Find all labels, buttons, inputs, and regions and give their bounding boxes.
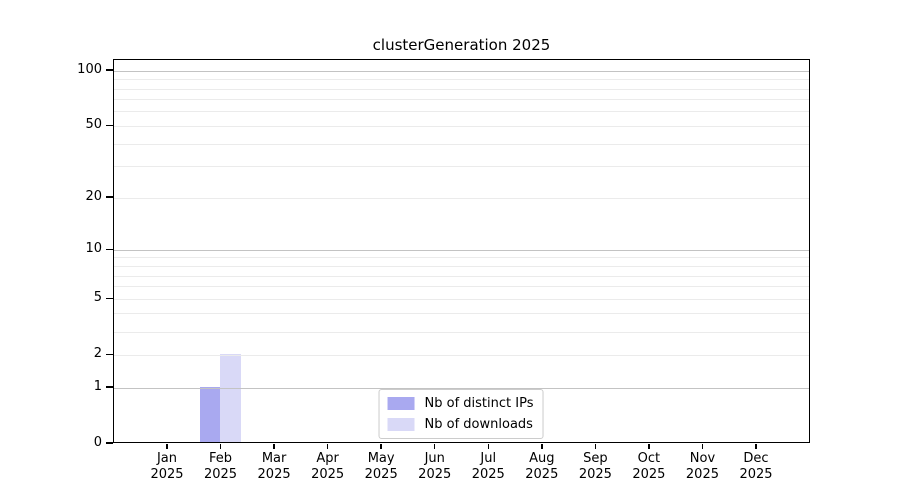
x-tick-mark [380,444,382,449]
y-minor-gridline [114,111,809,113]
y-minor-gridline [114,266,809,267]
y-minor-gridline [114,88,809,90]
x-tick-label: Mar 2025 [257,451,291,482]
legend-item: Nb of distinct IPs [387,395,534,412]
plot-area [113,59,810,443]
y-major-gridline [114,70,809,72]
x-tick-mark [433,444,436,449]
y-major-gridline [114,387,809,389]
y-minor-gridline [114,313,809,315]
x-tick-mark [326,444,329,449]
x-tick-label: Jun 2025 [418,451,452,482]
y-major-gridline [114,249,809,251]
x-tick-label: Sep 2025 [578,451,612,482]
x-tick-mark [273,444,275,449]
x-tick-label: Dec 2025 [739,451,773,482]
x-tick-mark [755,444,757,449]
legend-item: Nb of downloads [387,416,534,433]
x-tick-label: Feb 2025 [203,451,238,482]
y-tick-label: 1 [93,379,102,394]
x-tick-mark [487,444,490,449]
x-tick-mark [166,444,168,449]
x-tick-label: Jan 2025 [150,451,184,482]
x-tick-label: Jul 2025 [471,451,505,482]
y-tick-mark [106,386,113,388]
y-tick-mark [106,248,113,251]
y-minor-gridline [114,354,809,356]
y-tick-label: 10 [85,241,102,257]
y-minor-gridline [114,166,809,168]
y-minor-gridline [114,331,809,333]
x-tick-mark [219,444,222,449]
y-minor-gridline [114,286,809,288]
y-minor-gridline [114,197,809,199]
y-minor-gridline [114,275,809,277]
y-tick-label: 50 [85,117,102,133]
x-tick-mark [541,444,543,449]
y-minor-gridline [114,125,809,127]
x-tick-mark [648,444,650,449]
bar-downloads [220,353,241,443]
x-tick-mark [701,444,704,449]
y-minor-gridline [114,143,809,145]
legend-label: Nb of distinct IPs [424,396,534,411]
y-tick-mark [106,442,113,444]
x-tick-label: Aug 2025 [525,451,559,482]
y-minor-gridline [114,79,809,81]
y-tick-label: 5 [93,290,102,306]
x-tick-label: Oct 2025 [632,451,666,482]
legend-swatch-distinct-ips [387,397,415,410]
y-minor-gridline [114,298,809,300]
bar-distinct-ips [199,386,221,443]
y-tick-mark [106,196,113,198]
y-minor-gridline [114,257,809,259]
x-tick-label: May 2025 [364,451,398,482]
y-tick-label: 100 [77,62,102,78]
y-tick-label: 20 [85,189,102,205]
legend-swatch-downloads [387,418,415,431]
y-tick-mark [106,297,113,299]
chart-title: clusterGeneration 2025 [372,36,551,54]
y-tick-mark [106,124,113,127]
x-tick-mark [594,444,597,449]
y-tick-mark [106,353,113,355]
legend-label: Nb of downloads [424,417,533,432]
y-tick-label: 0 [93,435,102,450]
y-tick-label: 2 [93,346,102,362]
x-tick-label: Nov 2025 [685,451,719,482]
legend: Nb of distinct IPs Nb of downloads [378,389,544,439]
y-tick-mark [106,69,113,71]
x-tick-label: Apr 2025 [311,451,345,482]
y-minor-gridline [114,99,809,101]
